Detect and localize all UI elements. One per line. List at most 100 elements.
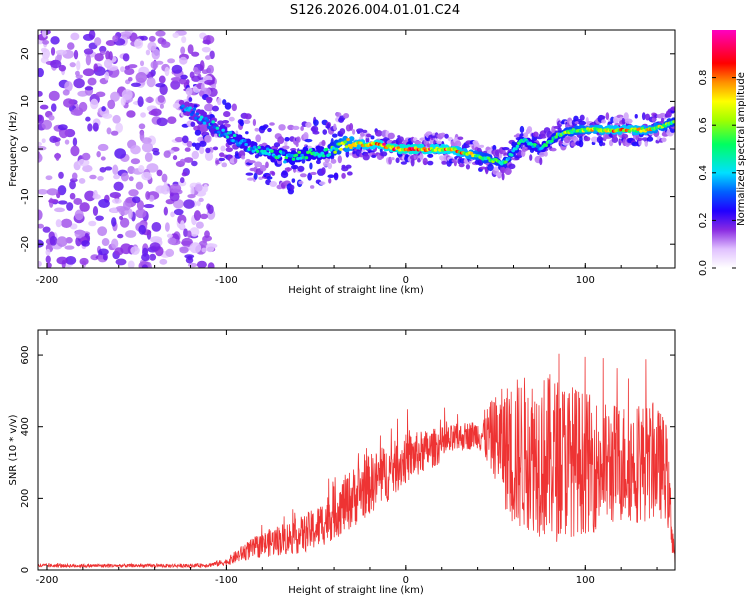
colorbar-tick-label: 0.4 [698,165,709,181]
ridge-halo [345,164,352,169]
ridge-halo [440,132,446,137]
noise-blob [187,262,198,268]
noise-blob [180,220,185,230]
noise-blob [100,156,106,161]
noise-blob [165,248,175,257]
ridge-halo [333,172,339,181]
noise-blob [156,169,163,177]
ridge-core [215,126,220,130]
noise-blob [72,137,78,147]
noise-blob [125,230,137,238]
ridge-halo [578,120,587,126]
noise-blob [57,124,68,131]
noise-blob [141,137,152,144]
noise-blob [88,30,96,40]
noise-blob [148,194,155,202]
ridge-halo [221,119,230,124]
noise-blob [124,67,135,76]
ridge-halo [284,140,288,146]
noise-blob [58,171,64,179]
ridge-halo [291,178,296,183]
noise-blob [186,140,193,148]
noise-blob [79,257,89,266]
snr-y-label: SNR (10 * v/v) [8,414,19,485]
noise-blob [54,207,66,213]
noise-blob [198,197,204,203]
y-tick-label: -20 [20,236,31,252]
ridge-halo [205,147,211,154]
ridge-halo [441,160,447,165]
noise-blob [125,198,133,204]
ridge-halo [613,115,620,124]
ridge-halo [321,167,326,175]
noise-blob [207,262,215,268]
noise-blob [105,39,116,47]
x-tick-label: -100 [215,275,238,286]
noise-blob [191,150,200,160]
noise-blob [178,180,187,187]
ridge-core [224,132,228,136]
ridge-core [194,116,198,120]
ridge-halo [271,171,276,176]
ridge-halo [273,142,281,148]
noise-blob [97,143,109,152]
ridge-halo [312,130,320,135]
snr-x-label: Height of straight line (km) [288,585,424,596]
ridge-halo [295,136,301,143]
snr-series-line [38,353,675,569]
noise-blob [69,180,76,190]
colorbar-label: Normalized spectral amplitude [736,72,747,226]
ridge-core [320,151,325,155]
ridge-halo [479,166,487,170]
noise-blob [83,48,94,55]
ridge-outer [270,157,276,163]
noise-blob [189,242,202,254]
noise-blob [38,223,44,229]
noise-blob [204,230,210,239]
noise-blob [38,114,45,124]
ridge-core [300,153,304,157]
ridge-halo [501,172,505,181]
noise-blob [114,148,126,159]
noise-blob [138,165,145,173]
ridge-halo [339,128,346,135]
ridge-halo [343,112,350,119]
ridge-core [344,145,349,149]
noise-blob [136,200,144,211]
x-tick-label: 100 [576,575,595,586]
noise-blob [41,119,53,130]
noise-blob [101,106,106,112]
spectrogram-x-label: Height of straight line (km) [288,285,424,296]
noise-blob [201,69,209,75]
noise-blob [60,218,73,228]
noise-blob [102,253,108,261]
noise-blob [82,68,95,77]
noise-blob [38,260,42,267]
ridge-halo [359,152,364,158]
ridge-halo [327,174,335,179]
noise-blob [187,255,193,261]
ridge-halo [465,164,471,170]
noise-blob [119,31,132,38]
noise-blob [38,67,44,78]
noise-blob [143,203,155,209]
noise-blob [128,208,133,220]
noise-blob [84,86,94,91]
ridge-halo [241,155,246,160]
ridge-halo [479,144,485,148]
ridge-core [199,115,204,119]
ridge-halo [310,171,317,176]
ridge-core [321,154,326,158]
noise-blob [186,230,192,238]
spectrogram-x-ticks: -200 -100 0 100 [36,30,658,286]
y-tick-label: 200 [20,489,31,508]
ridge-halo [504,167,512,176]
noise-blob [113,181,124,192]
noise-blob [145,49,151,56]
y-tick-label: 0 [20,146,31,152]
noise-blob [38,145,47,151]
ridge-halo [362,129,368,134]
ridge-halo [529,154,533,161]
ridge-halo [473,142,480,150]
